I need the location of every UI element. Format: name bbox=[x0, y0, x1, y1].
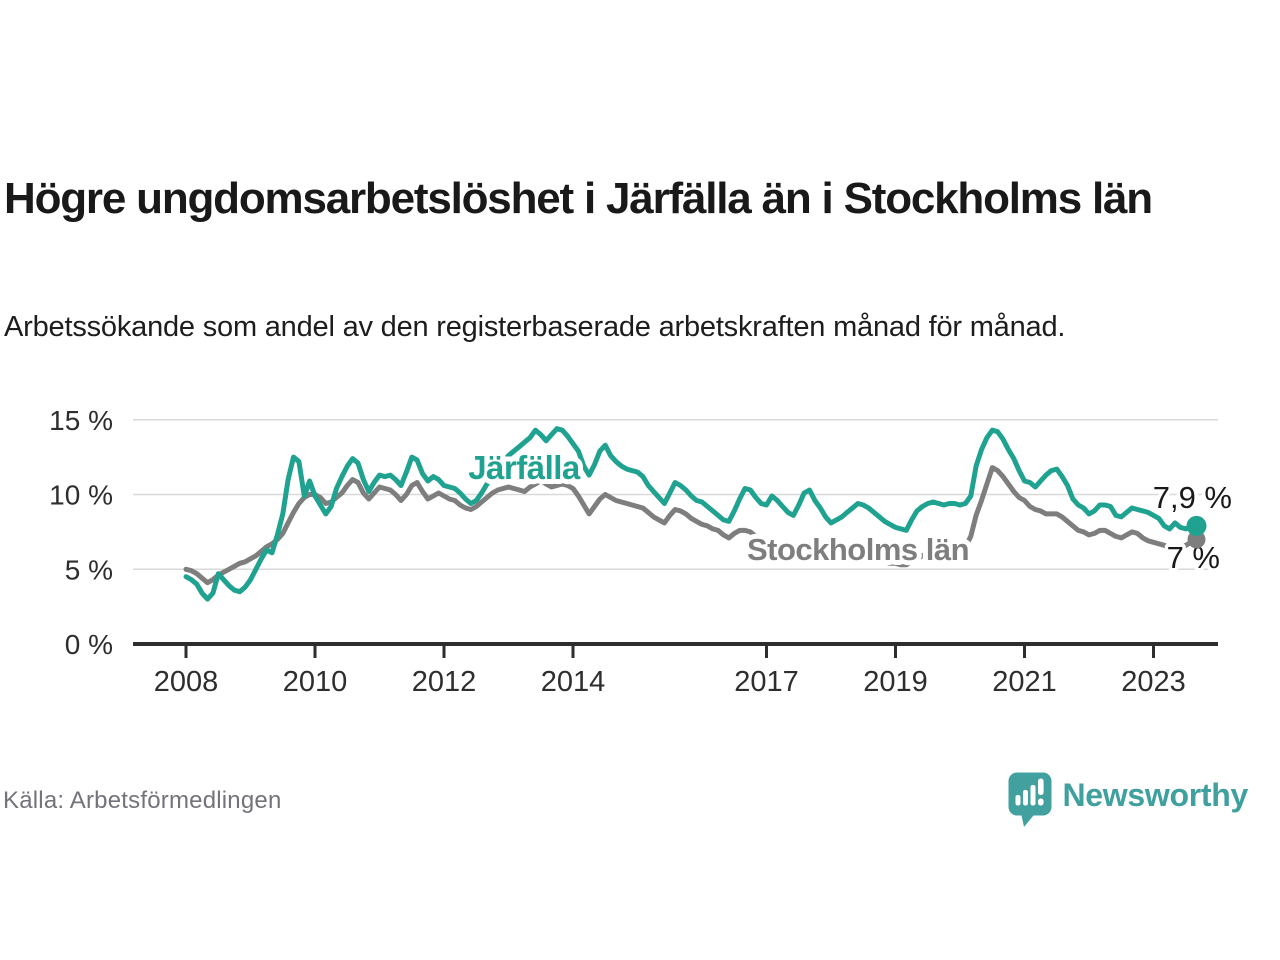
source-note: Källa: Arbetsförmedlingen bbox=[3, 787, 282, 814]
series-label-stockholm: Stockholms län bbox=[747, 532, 969, 567]
x-tick-label-2023: 2023 bbox=[1121, 666, 1186, 698]
series-label-jarfalla: Järfälla bbox=[468, 449, 581, 486]
y-tick-label-15: 15 % bbox=[49, 405, 113, 436]
y-tick-label-0: 0 % bbox=[65, 629, 113, 660]
x-tick-label-2008: 2008 bbox=[154, 666, 219, 698]
series-line-jarfalla bbox=[183, 426, 1199, 602]
y-tick-label-10: 10 % bbox=[49, 480, 113, 511]
y-tick-label-5: 5 % bbox=[65, 554, 113, 585]
end-value-label-jarfalla: 7,9 % bbox=[1153, 480, 1232, 515]
logo-exclamation-bar bbox=[1037, 778, 1044, 795]
brand-name: Newsworthy bbox=[1062, 776, 1249, 813]
end-dot-jarfalla bbox=[1186, 515, 1207, 536]
x-tick-label-2014: 2014 bbox=[541, 666, 606, 698]
x-tick-label-2021: 2021 bbox=[992, 666, 1057, 698]
newsworthy-logo-icon bbox=[1007, 771, 1053, 828]
logo-bar-large bbox=[1030, 784, 1035, 805]
logo-bar-small bbox=[1015, 794, 1020, 805]
page-subtitle: Arbetssökande som andel av den registerb… bbox=[4, 311, 1066, 343]
newsworthy-brand: Newsworthy bbox=[1007, 770, 1249, 828]
x-tick-label-2017: 2017 bbox=[734, 666, 799, 698]
x-tick-label-2019: 2019 bbox=[863, 666, 928, 698]
end-dot-stockholm bbox=[1187, 530, 1206, 549]
logo-bar-medium bbox=[1022, 789, 1028, 805]
x-tick-label-2012: 2012 bbox=[412, 666, 477, 698]
series-line-stockholm bbox=[183, 465, 1199, 586]
logo-exclamation-dot bbox=[1037, 798, 1044, 805]
x-tick-label-2010: 2010 bbox=[283, 666, 348, 698]
logo-bubble bbox=[1008, 772, 1051, 827]
page-title: Högre ungdomsarbetslöshet i Järfälla än … bbox=[4, 174, 1153, 224]
